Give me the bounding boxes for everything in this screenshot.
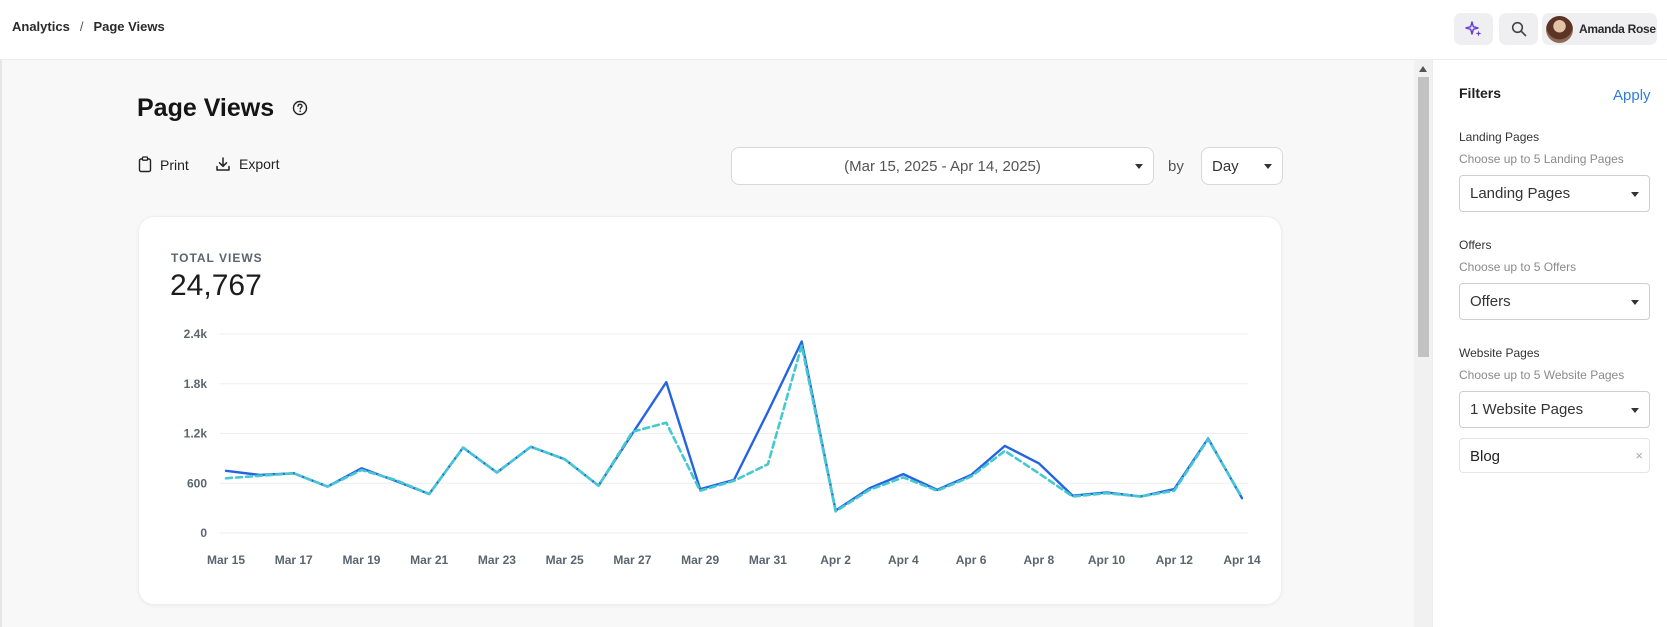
granularity-select[interactable]: Day — [1201, 147, 1283, 185]
x-tick-label: Mar 23 — [478, 553, 516, 567]
landing-pages-label: Landing Pages — [1459, 130, 1540, 144]
clipboard-icon — [138, 156, 152, 173]
apply-button[interactable]: Apply — [1613, 87, 1651, 104]
breadcrumb-analytics[interactable]: Analytics — [12, 19, 70, 34]
granularity-value: Day — [1212, 157, 1239, 175]
chevron-down-icon — [1264, 164, 1272, 169]
website-pages-hint: Choose up to 5 Website Pages — [1459, 368, 1625, 382]
search-icon — [1511, 21, 1526, 37]
x-tick-label: Apr 4 — [888, 553, 919, 567]
x-tick-label: Mar 19 — [342, 553, 380, 567]
date-range-value: (Mar 15, 2025 - Apr 14, 2025) — [844, 157, 1041, 175]
left-edge — [0, 60, 2, 627]
x-tick-label: Apr 6 — [956, 553, 987, 567]
breadcrumb-separator: / — [79, 19, 84, 34]
user-name: Amanda Rose — [1579, 22, 1656, 36]
search-button[interactable] — [1499, 13, 1538, 45]
page-views-chart: 0 600 1.2k 1.8k 2.4k Mar 15 Mar 17 Mar 19 Mar 21… — [184, 327, 1261, 567]
website-pages-select[interactable]: 1 Website Pages — [1459, 391, 1650, 428]
x-tick-label: Apr 12 — [1156, 553, 1194, 567]
breadcrumb: Analytics / Page Views — [12, 19, 165, 34]
export-label: Export — [239, 156, 280, 172]
filters-panel: Filters Apply Landing Pages Choose up to… — [1432, 60, 1667, 627]
sparkle-icon — [1464, 21, 1481, 37]
filters-title: Filters — [1459, 85, 1502, 101]
landing-pages-hint: Choose up to 5 Landing Pages — [1459, 152, 1624, 166]
chevron-down-icon — [1135, 164, 1143, 169]
x-tick-label: Apr 14 — [1223, 553, 1261, 567]
date-range-select[interactable]: (Mar 15, 2025 - Apr 14, 2025) — [731, 147, 1154, 185]
export-button[interactable]: Export — [215, 156, 279, 172]
page-title: Page Views — [137, 94, 275, 122]
total-views-value: 24,767 — [170, 269, 262, 302]
avatar — [1546, 15, 1573, 43]
x-tick-label: Apr 8 — [1023, 553, 1054, 567]
print-button[interactable]: Print — [138, 156, 189, 173]
help-icon[interactable] — [292, 100, 308, 116]
x-tick-label: Apr 2 — [820, 553, 851, 567]
y-tick-label: 1.8k — [184, 377, 208, 391]
x-tick-label: Mar 27 — [613, 553, 651, 567]
x-tick-label: Mar 17 — [275, 553, 313, 567]
scrollbar-thumb[interactable] — [1418, 77, 1429, 357]
series-line-solid — [224, 340, 1244, 512]
chevron-down-icon — [1631, 191, 1639, 197]
scrollbar[interactable] — [1414, 60, 1432, 627]
print-label: Print — [160, 156, 189, 173]
chip-label: Blog — [1470, 448, 1501, 465]
website-pages-label: Website Pages — [1459, 346, 1540, 360]
offers-value: Offers — [1470, 293, 1511, 310]
scroll-up-arrow[interactable] — [1419, 66, 1427, 72]
ai-assist-button[interactable] — [1454, 13, 1493, 45]
breadcrumb-page-views: Page Views — [93, 19, 165, 34]
user-menu[interactable]: Amanda Rose — [1542, 13, 1657, 45]
landing-pages-select[interactable]: Landing Pages — [1459, 175, 1650, 212]
y-tick-label: 2.4k — [184, 327, 208, 341]
x-tick-label: Mar 15 — [207, 553, 245, 567]
y-tick-label: 0 — [200, 526, 207, 540]
chevron-down-icon — [1631, 299, 1639, 305]
series-line-dashed — [224, 344, 1244, 513]
x-tick-label: Mar 29 — [681, 553, 719, 567]
offers-label: Offers — [1459, 238, 1492, 252]
x-tick-label: Mar 31 — [749, 553, 787, 567]
x-tick-label: Mar 25 — [546, 553, 584, 567]
y-tick-label: 1.2k — [184, 427, 208, 441]
offers-select[interactable]: Offers — [1459, 283, 1650, 320]
x-tick-label: Mar 21 — [410, 553, 448, 567]
total-views-label: TOTAL VIEWS — [171, 251, 263, 265]
selected-page-chip: Blog × — [1459, 438, 1650, 473]
x-tick-label: Apr 10 — [1088, 553, 1126, 567]
offers-hint: Choose up to 5 Offers — [1459, 260, 1577, 274]
download-icon — [216, 157, 230, 171]
top-bar: Analytics / Page Views Amanda Rose — [0, 0, 1667, 60]
website-pages-value: 1 Website Pages — [1470, 401, 1584, 418]
page-views-card: TOTAL VIEWS 24,767 0 600 1.2k 1.8k 2.4k Mar 1… — [138, 216, 1282, 605]
landing-pages-value: Landing Pages — [1470, 185, 1571, 202]
by-label: by — [1168, 158, 1184, 175]
y-tick-label: 600 — [187, 476, 207, 490]
close-icon[interactable]: × — [1635, 448, 1643, 463]
chevron-down-icon — [1631, 407, 1639, 413]
